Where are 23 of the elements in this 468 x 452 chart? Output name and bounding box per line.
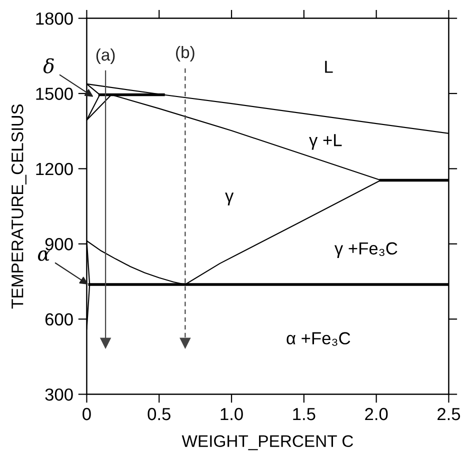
annotation: α	[38, 250, 50, 261]
annotation: α +Fe₃C	[286, 332, 350, 346]
y-tick-label: 1500	[36, 88, 73, 100]
annotation: γ +L	[309, 134, 342, 150]
x-tick-label: 2.5	[438, 408, 460, 420]
y-axis-title: TEMPERATURE_CELSIUS	[11, 104, 26, 309]
annotation: L	[325, 60, 333, 73]
x-tick-label: 1.0	[220, 408, 243, 420]
y-tick-label: 1200	[36, 162, 73, 176]
text: δ	[43, 58, 54, 74]
x-tick-label: 2.0	[365, 408, 388, 420]
y-tick-label: 300	[45, 388, 73, 401]
y-tick-label: 900	[45, 238, 73, 250]
annotation: γ +Fe₃C	[334, 242, 398, 258]
x-axis-title: WEIGHT_PERCENT C	[182, 435, 354, 450]
x-tick-label: 0	[82, 408, 91, 420]
y-tick-label: 1800	[36, 12, 73, 25]
x-tick-label: 0.5	[148, 408, 170, 420]
series-label: (a)	[96, 48, 115, 64]
y-tick-label: 600	[45, 313, 73, 326]
series-label: (b)	[176, 46, 194, 62]
annotation: γ	[225, 192, 234, 206]
x-tick-label: 1.5	[293, 408, 316, 420]
